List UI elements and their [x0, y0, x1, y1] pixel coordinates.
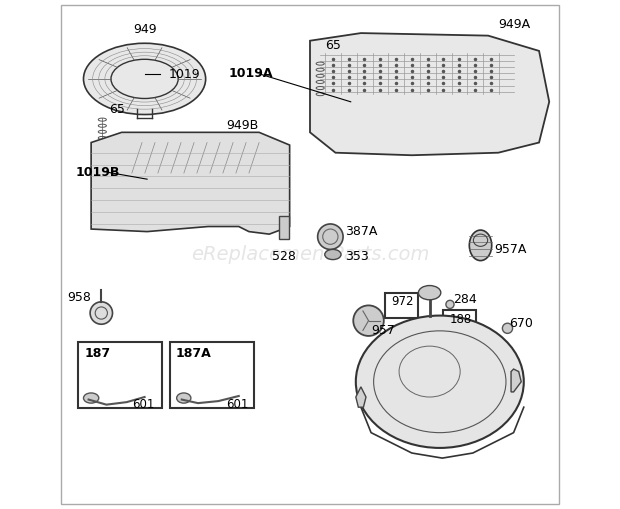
Text: 949B: 949B: [226, 119, 259, 132]
Polygon shape: [511, 369, 521, 392]
Text: eReplacementParts.com: eReplacementParts.com: [191, 245, 429, 264]
Text: 957A: 957A: [494, 243, 526, 256]
Ellipse shape: [418, 286, 441, 300]
Text: 601: 601: [132, 398, 154, 411]
Text: 949: 949: [133, 22, 156, 36]
Text: 670: 670: [510, 317, 533, 330]
Text: 65: 65: [109, 103, 125, 116]
Ellipse shape: [325, 249, 341, 260]
Polygon shape: [356, 387, 366, 407]
Text: 1019B: 1019B: [76, 165, 120, 179]
Text: 284: 284: [454, 293, 477, 306]
Text: 949A: 949A: [498, 17, 531, 31]
Text: 188: 188: [450, 313, 472, 326]
Text: 1019: 1019: [169, 68, 200, 81]
Text: 958: 958: [67, 291, 91, 304]
Text: 187A: 187A: [175, 347, 211, 360]
Bar: [170, 342, 254, 408]
Text: 65: 65: [326, 39, 341, 52]
Ellipse shape: [90, 302, 112, 324]
Text: 601: 601: [226, 398, 249, 411]
Ellipse shape: [469, 230, 492, 261]
Ellipse shape: [353, 305, 384, 336]
Ellipse shape: [446, 300, 454, 308]
Bar: [78, 342, 162, 408]
Bar: [443, 310, 476, 336]
Text: 957: 957: [371, 324, 395, 337]
Ellipse shape: [177, 393, 191, 403]
Text: 387A: 387A: [345, 225, 377, 238]
Text: 353: 353: [345, 250, 368, 263]
Polygon shape: [91, 132, 290, 234]
Polygon shape: [310, 33, 549, 155]
Bar: [280, 216, 289, 239]
Text: 187: 187: [84, 347, 110, 360]
Text: 1019A: 1019A: [229, 67, 273, 80]
Bar: [386, 293, 418, 318]
Ellipse shape: [317, 224, 343, 249]
Ellipse shape: [84, 393, 99, 403]
Text: 528: 528: [272, 250, 296, 264]
Ellipse shape: [84, 43, 206, 115]
Ellipse shape: [502, 323, 513, 333]
Ellipse shape: [356, 316, 524, 448]
Text: 972: 972: [391, 295, 414, 308]
